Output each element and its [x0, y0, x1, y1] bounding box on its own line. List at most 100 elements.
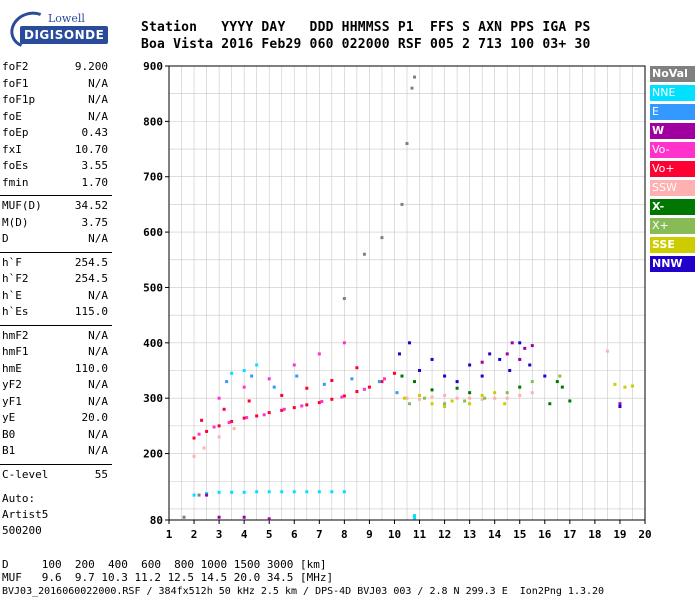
param-key: B1	[2, 444, 16, 457]
d-distance-line: D 100 200 400 600 800 1000 1500 3000 [km…	[2, 558, 327, 571]
param-clevel: C-level 55	[2, 468, 108, 484]
x-tick-label: 2	[191, 528, 198, 541]
point-vo	[355, 390, 359, 394]
point-vo	[205, 429, 209, 433]
point-vo	[200, 418, 204, 422]
point-nne	[305, 490, 309, 494]
point-w	[242, 515, 246, 519]
param-key: h`E	[2, 288, 22, 302]
legend-item-nnw: NNW	[650, 256, 695, 272]
point-ssw	[430, 395, 434, 399]
param-key: D	[2, 232, 9, 245]
point-nnw	[418, 369, 422, 373]
point-x	[560, 385, 564, 389]
point-ssw	[518, 393, 522, 397]
point-vo	[292, 363, 296, 367]
point-vo	[342, 341, 346, 345]
point-ssw	[202, 446, 206, 450]
point-x	[555, 380, 559, 384]
param-value: 55	[94, 467, 108, 481]
point-nne	[292, 490, 296, 494]
param-hmf1: hmF1 N/A	[2, 345, 108, 361]
point-noval	[413, 75, 417, 79]
param-ye: yE 20.0	[2, 411, 108, 427]
point-ssw	[530, 391, 534, 395]
param-key: foE	[2, 109, 22, 123]
point-noval	[197, 493, 201, 497]
point-nne	[217, 490, 221, 494]
logo-text-lowell: Lowell	[48, 12, 85, 25]
param-key: MUF(D)	[2, 199, 42, 212]
param-value: 3.55	[81, 159, 109, 172]
point-nnw	[430, 357, 434, 361]
param-key: foF1p	[2, 93, 36, 106]
point-w	[480, 360, 484, 364]
param-hmf2: hmF2 N/A	[2, 329, 108, 345]
x-tick-label: 3	[216, 528, 223, 541]
param-hes: h`Es 115.0	[2, 305, 108, 321]
param-value: 10.70	[74, 142, 108, 156]
separator	[0, 195, 112, 196]
point-ssw	[405, 396, 409, 400]
param-value: N/A	[88, 93, 108, 106]
point-x	[558, 374, 562, 378]
x-tick-label: 15	[513, 528, 526, 541]
point-vo	[382, 377, 386, 381]
param-fof2: foF2 9.200	[2, 60, 108, 76]
point-vo	[242, 385, 246, 389]
point-x	[568, 399, 572, 403]
point-nne	[242, 490, 246, 494]
point-ssw	[493, 396, 497, 400]
param-mufd: MUF(D) 34.52	[2, 199, 108, 215]
point-ssw	[605, 349, 609, 353]
point-x	[468, 391, 472, 395]
legend-item-ssw: SSW	[650, 180, 695, 196]
point-vo	[362, 387, 366, 391]
y-tick-label: 80	[150, 514, 163, 527]
separator	[0, 324, 112, 326]
point-vo	[197, 432, 201, 436]
point-vo	[340, 395, 344, 399]
header-line-values: Boa Vista 2016 Feb29 060 022000 RSF 005 …	[141, 37, 591, 52]
y-tick-label: 600	[143, 226, 163, 239]
point-vo	[282, 407, 286, 411]
param-value: 9.200	[74, 60, 108, 73]
legend-item-x: X+	[650, 218, 695, 234]
point-e	[272, 385, 276, 389]
auto-text: 500200	[2, 523, 42, 537]
y-tick-label: 800	[143, 115, 163, 128]
param-key: h`F2	[2, 272, 29, 285]
point-x	[423, 396, 427, 400]
point-vo	[230, 419, 234, 423]
point-noval	[342, 297, 346, 301]
param-fof1p: foF1p N/A	[2, 93, 108, 109]
param-key: foF2	[2, 60, 29, 73]
point-nne	[230, 490, 234, 494]
point-nnw	[518, 341, 522, 345]
point-vo	[267, 377, 271, 381]
point-vo	[245, 416, 249, 420]
point-vo	[330, 378, 334, 382]
point-noval	[405, 142, 409, 146]
point-e	[395, 391, 399, 395]
x-tick-label: 6	[291, 528, 298, 541]
param-value: N/A	[88, 378, 108, 391]
y-tick-label: 200	[143, 448, 163, 461]
separator	[0, 463, 112, 465]
param-he: h`E N/A	[2, 289, 108, 305]
param-key: h`F	[2, 255, 22, 269]
point-vo	[217, 396, 221, 400]
point-nne	[413, 514, 417, 518]
param-value: 0.43	[81, 126, 109, 139]
point-vo	[280, 393, 284, 397]
x-tick-label: 13	[463, 528, 476, 541]
point-nne	[317, 490, 321, 494]
param-key: B0	[2, 427, 16, 441]
param-key: foF1	[2, 76, 29, 90]
point-x	[430, 388, 434, 392]
point-x	[400, 374, 404, 378]
param-hf: h`F 254.5	[2, 256, 108, 272]
point-e	[322, 382, 326, 386]
param-value: N/A	[88, 232, 108, 245]
